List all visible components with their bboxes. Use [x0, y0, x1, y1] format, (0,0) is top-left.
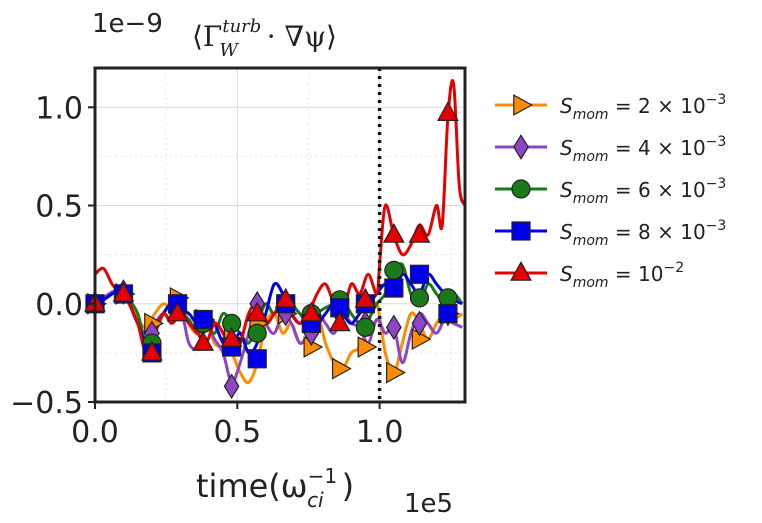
series-5-marker [192, 331, 215, 351]
legend-marker-3 [511, 179, 531, 199]
plot-frame [93, 66, 467, 404]
y-tick-label: 1.0 [35, 91, 83, 126]
tick-layer: 0.0 0.5 1.0−0.50.00.51.0 [10, 91, 403, 450]
x-tick-label: 1.0 [356, 415, 404, 450]
series-5-marker [328, 311, 351, 332]
series-5-marker [354, 287, 377, 308]
xlabel-base: time(ω [196, 467, 308, 505]
y-tick-label: −0.5 [10, 386, 83, 421]
series-5-marker [274, 287, 297, 308]
y-multiplier-label: 1e−9 [92, 9, 163, 39]
series-5-marker [220, 327, 243, 347]
series-5-marker [300, 301, 323, 322]
legend-label-4: Smom = 8 × 10−3 [560, 218, 726, 249]
series-3-marker [409, 288, 430, 308]
x-tick-label: 0.0 [71, 415, 119, 450]
legend-marker-1 [513, 94, 534, 116]
xlabel-sup: −1 [308, 464, 337, 488]
series-5-marker [382, 222, 405, 243]
title-sub: W [219, 40, 239, 61]
series-4-marker [438, 303, 458, 324]
series-1-marker [386, 361, 406, 384]
legend-marker-4 [511, 221, 531, 241]
y-tick-label: 0.0 [35, 288, 83, 323]
series-5-marker [141, 340, 163, 361]
series-3-marker [384, 260, 404, 280]
series-1-marker [331, 357, 352, 380]
xlabel-sub: ci [307, 488, 324, 512]
chart-title: ⟨Γturb W · ∇ψ⟩ [192, 16, 337, 61]
xlabel-close: ) [342, 467, 354, 505]
legend-marker-2 [513, 134, 529, 160]
series-4-marker [384, 278, 404, 298]
title-open: ⟨Γ [192, 20, 222, 53]
series-4-marker [247, 349, 267, 369]
series-2-marker [411, 310, 428, 337]
series-1-marker [357, 336, 378, 358]
legend-label-1: Smom = 2 × 10−3 [560, 92, 726, 123]
title-close: · ∇ψ⟩ [258, 20, 337, 53]
series-5-marker [166, 301, 189, 322]
series-5-marker [246, 301, 269, 322]
series-4-marker [409, 264, 430, 284]
x-multiplier-label: 1e5 [404, 489, 453, 519]
x-axis-label: time(ω−1 ci) [196, 464, 354, 512]
legend: Smom = 2 × 10−3 Smom = 4 × 10−3 Smom = 6 ×… [495, 92, 726, 291]
series-3-marker [247, 323, 267, 343]
title-sup: turb [222, 16, 261, 37]
legend-label-2: Smom = 4 × 10−3 [560, 134, 726, 165]
series-1-marker [411, 328, 432, 351]
legend-label-3: Smom = 6 × 10−3 [560, 176, 726, 207]
series-5-marker [437, 101, 459, 121]
series-3-marker [355, 317, 375, 337]
y-tick-label: 0.5 [35, 190, 83, 225]
legend-label-5: Smom = 10−2 [560, 260, 684, 291]
x-tick-label: 0.5 [213, 415, 261, 450]
series-5-marker [408, 222, 431, 243]
series-2-marker [385, 314, 402, 341]
series-4-marker [193, 309, 213, 330]
series-5-marker [112, 281, 135, 302]
marker-layer [84, 101, 460, 400]
series-2-marker [223, 373, 240, 400]
legend-marker-5 [510, 260, 532, 281]
